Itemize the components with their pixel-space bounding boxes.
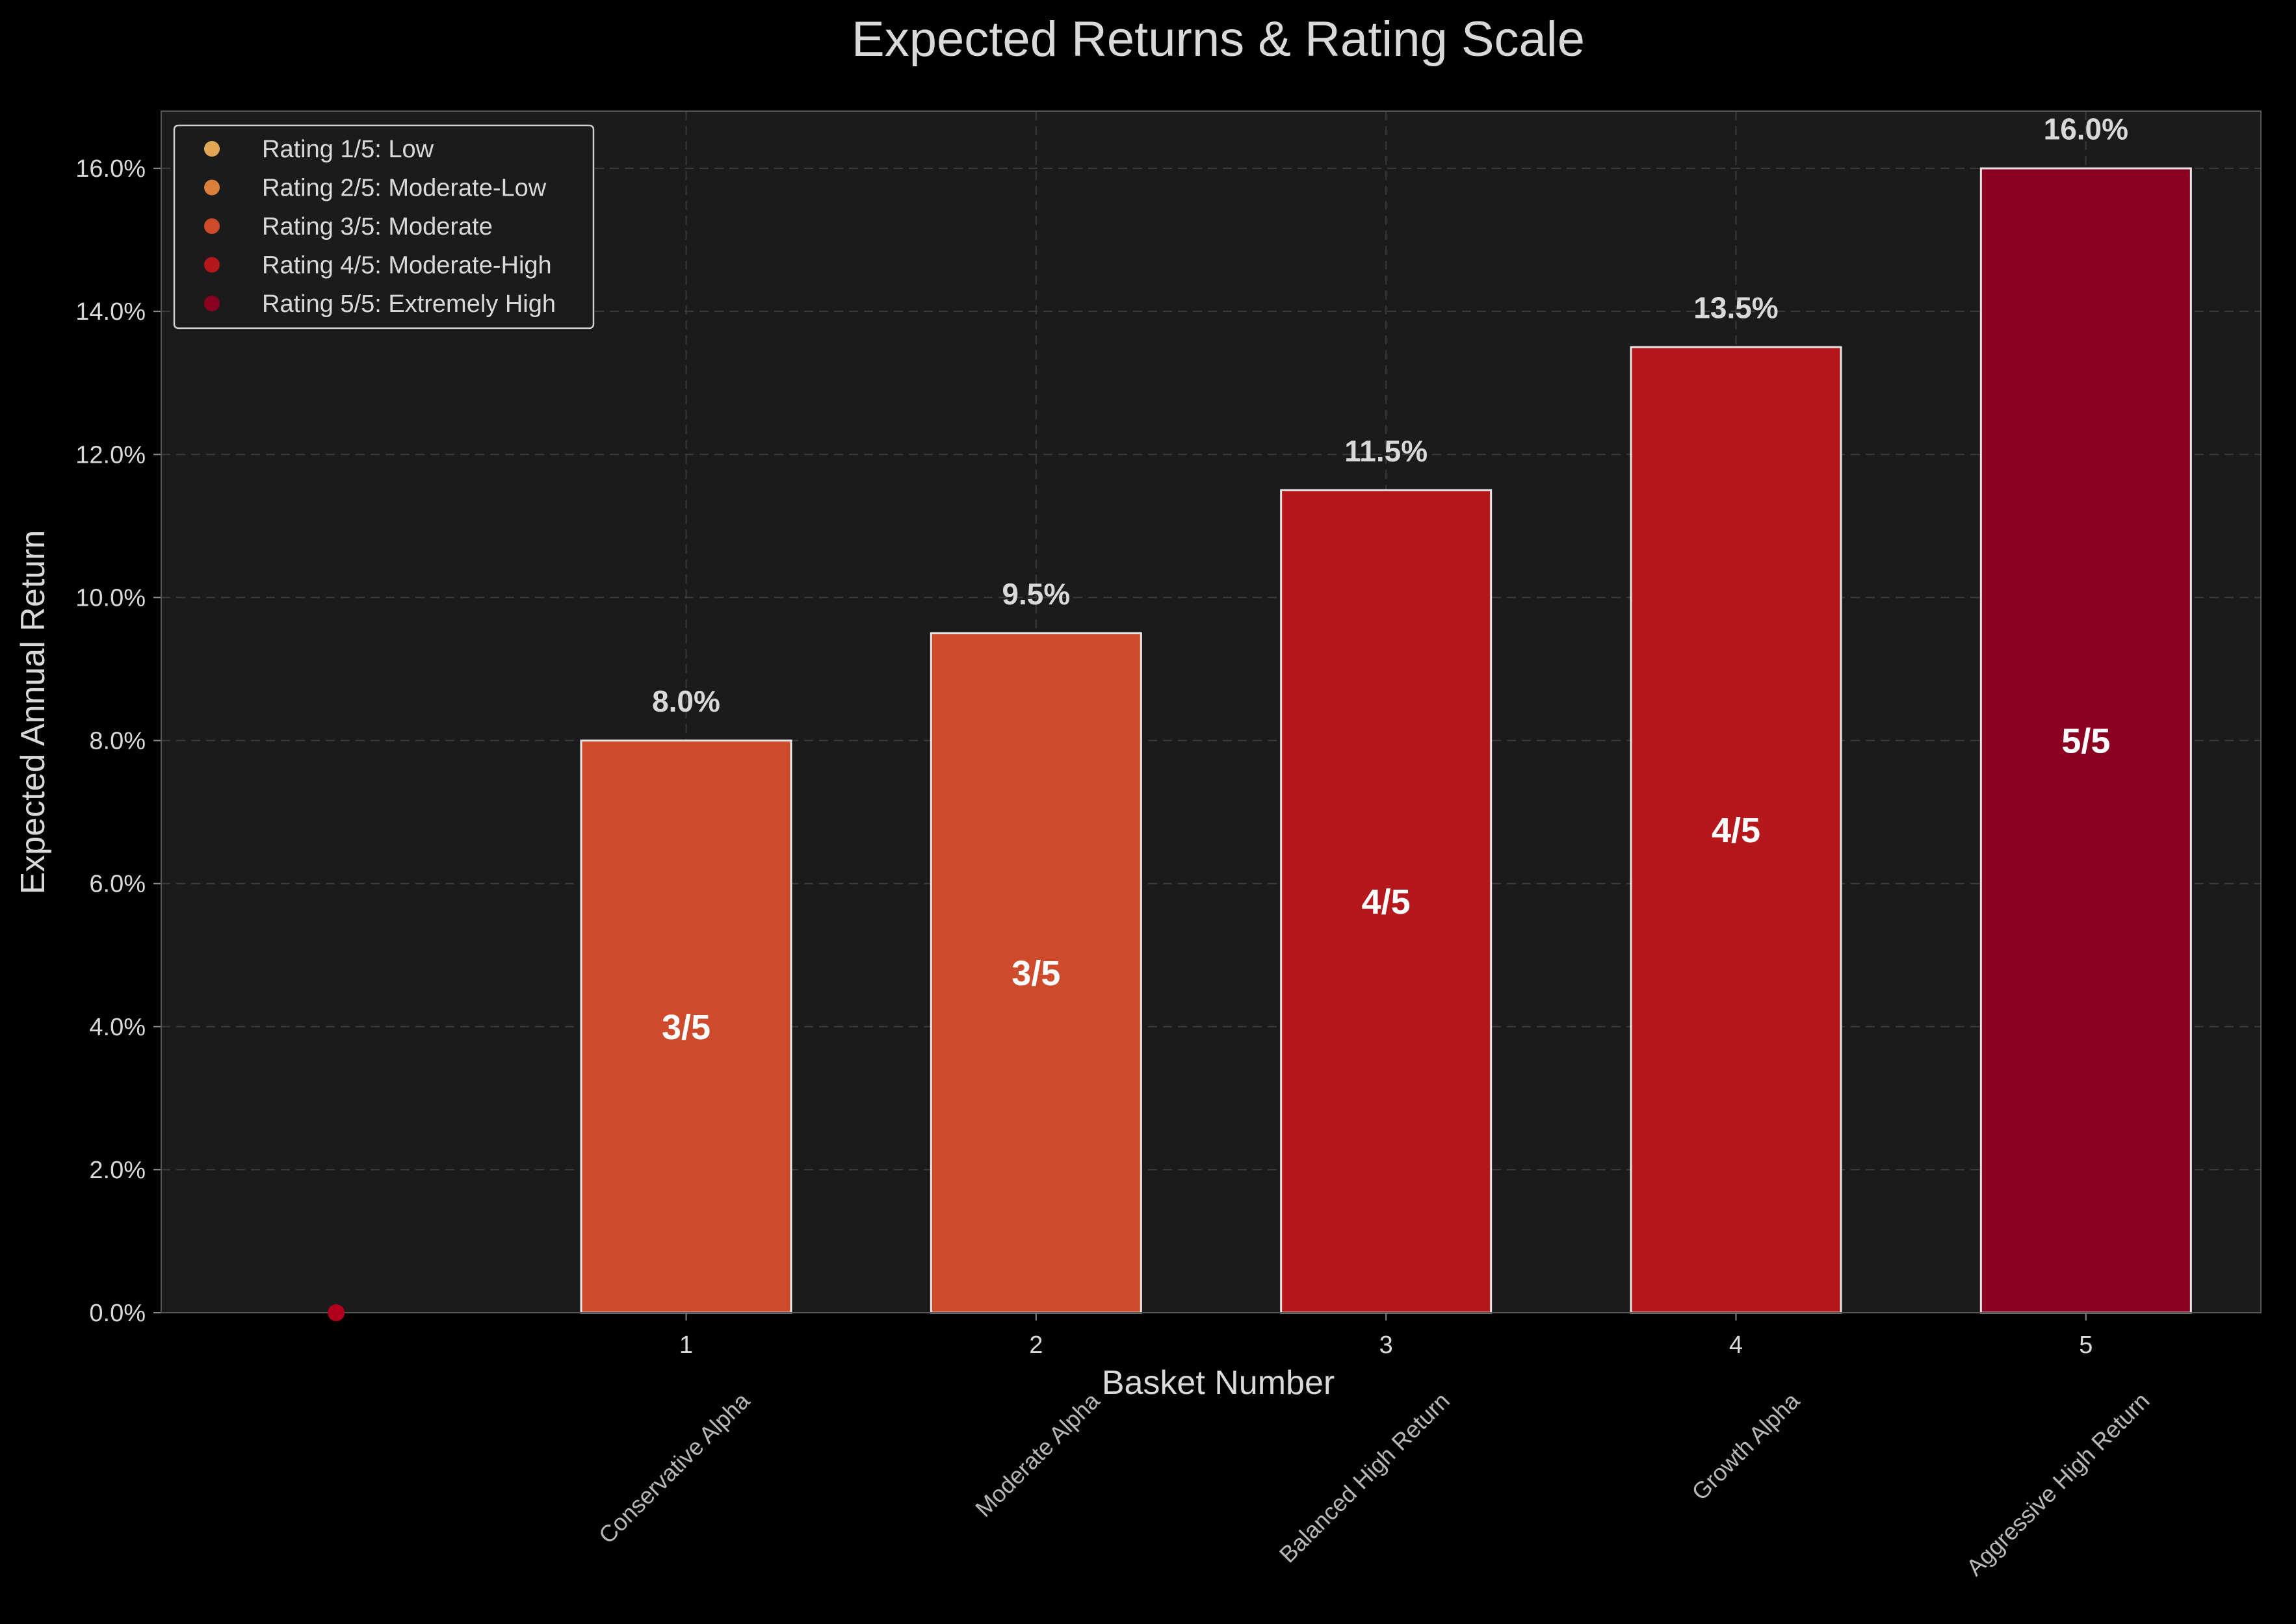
bar-value-label: 9.5%	[1002, 577, 1070, 611]
bar-value-label: 16.0%	[2044, 112, 2128, 146]
legend-entry-label: Rating 3/5: Moderate	[262, 213, 493, 240]
legend-marker	[204, 257, 220, 273]
legend-entry-label: Rating 2/5: Moderate-Low	[262, 175, 547, 202]
x-tick-label: 5	[2079, 1332, 2093, 1359]
legend-marker	[204, 218, 220, 234]
y-tick-label: 4.0%	[89, 1014, 146, 1041]
legend: Rating 1/5: Low Rating 2/5: Moderate-Low R…	[173, 124, 595, 329]
y-tick-label: 10.0%	[75, 584, 146, 612]
bar	[1280, 489, 1493, 1314]
y-tick-label: 6.0%	[89, 871, 146, 898]
bars	[580, 167, 2192, 1314]
chart-title: Expected Returns & Rating Scale	[852, 12, 1585, 67]
bar	[580, 740, 792, 1314]
bar-value-label: 8.0%	[652, 684, 720, 718]
bar-value-label: 11.5%	[1344, 434, 1428, 468]
x-tick-label: 2	[1029, 1332, 1043, 1359]
x-tick-label: 1	[679, 1332, 693, 1359]
bar-rating-label: 4/5	[1712, 811, 1760, 850]
bar-rating-label: 3/5	[1011, 954, 1060, 993]
y-tick-label: 0.0%	[89, 1300, 146, 1327]
bar-rating-label: 3/5	[662, 1008, 711, 1047]
x-tick-label: 4	[1729, 1332, 1743, 1359]
legend-marker	[204, 141, 220, 157]
x-axis-label: Basket Number	[1102, 1364, 1335, 1402]
bar	[1630, 346, 1842, 1314]
y-tick-label: 16.0%	[75, 155, 146, 183]
y-tick-label: 14.0%	[75, 298, 146, 326]
bar	[1979, 167, 2192, 1314]
legend-marker	[204, 179, 220, 196]
y-tick-label: 12.0%	[75, 441, 146, 469]
bar-rating-label: 5/5	[2061, 722, 2110, 761]
origin-marker	[328, 1304, 345, 1321]
legend-box	[173, 124, 595, 329]
legend-entry-label: Rating 1/5: Low	[262, 136, 434, 163]
legend-entry-label: Rating 5/5: Extremely High	[262, 290, 556, 318]
bar-value-label: 13.5%	[1693, 291, 1778, 325]
y-tick-label: 8.0%	[89, 728, 146, 755]
bar-rating-label: 4/5	[1362, 883, 1411, 922]
bar-labels: 8.0% 3/5 9.5% 3/5 11.5% 4/5 13.5% 4/5 16.0% 5/5	[652, 112, 2128, 1047]
legend-marker	[204, 296, 220, 311]
y-tick-label: 2.0%	[89, 1157, 146, 1184]
bar	[930, 632, 1142, 1314]
legend-entry-label: Rating 4/5: Moderate-High	[262, 252, 552, 279]
x-tick-label: 3	[1379, 1332, 1393, 1359]
y-axis-label: Expected Annual Return	[14, 530, 52, 895]
plot-frame	[161, 110, 2262, 1313]
